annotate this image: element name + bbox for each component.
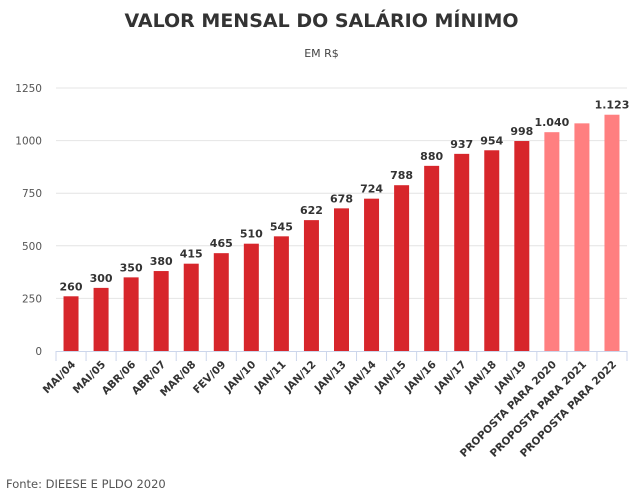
bar <box>364 198 380 351</box>
data-label: 350 <box>120 261 143 274</box>
y-tick-label: 500 <box>22 241 42 253</box>
bar <box>93 287 109 351</box>
x-tick-label: JAN/15 <box>372 359 409 396</box>
data-label: 510 <box>240 228 263 241</box>
bar <box>334 208 349 351</box>
y-tick-label: 1000 <box>15 136 42 148</box>
x-tick-label: JAN/17 <box>432 359 469 396</box>
data-label: 937 <box>450 138 473 151</box>
chart-subtitle: EM R$ <box>304 47 339 60</box>
data-label: 415 <box>180 248 203 261</box>
bar <box>273 236 289 351</box>
data-label: 300 <box>90 272 113 285</box>
source-note: Fonte: DIEESE E PLDO 2020 <box>6 477 166 491</box>
data-label: 998 <box>510 125 533 138</box>
chart-title: VALOR MENSAL DO SALÁRIO MÍNIMO <box>124 10 519 32</box>
y-tick-label: 250 <box>22 293 42 305</box>
data-label: 1.040 <box>534 116 569 129</box>
x-tick-label: FEV/09 <box>191 359 228 396</box>
data-label: 380 <box>150 255 173 268</box>
x-tick-label: JAN/11 <box>252 359 289 396</box>
data-label: 465 <box>210 237 233 250</box>
data-label: 1.123 <box>595 99 630 112</box>
x-tick-label: JAN/14 <box>342 359 379 396</box>
bar <box>484 150 500 351</box>
bar <box>544 132 560 351</box>
bar <box>514 141 530 351</box>
bar <box>394 185 410 351</box>
bar <box>213 253 229 351</box>
bar <box>153 271 169 351</box>
data-label: 622 <box>300 204 323 217</box>
bar <box>183 263 199 351</box>
data-label: 788 <box>390 169 413 182</box>
x-tick-label: JAN/13 <box>312 359 349 396</box>
bar <box>604 114 620 352</box>
data-label: 880 <box>420 150 443 163</box>
x-tick-label: JAN/16 <box>402 359 439 396</box>
bar <box>454 153 470 351</box>
y-tick-label: 0 <box>35 346 42 358</box>
data-label: 954 <box>480 134 503 147</box>
y-tick-label: 1250 <box>15 83 42 95</box>
data-label: 545 <box>270 220 293 233</box>
bar <box>63 296 79 351</box>
bar <box>303 220 319 351</box>
x-tick-label: JAN/10 <box>221 359 258 396</box>
data-label: 678 <box>330 192 353 205</box>
data-label: 724 <box>360 183 383 196</box>
data-label: 260 <box>60 280 83 293</box>
y-tick-label: 750 <box>22 188 42 200</box>
bar <box>243 243 259 351</box>
bar <box>574 123 590 351</box>
x-tick-label: JAN/18 <box>462 359 499 396</box>
x-tick-label: JAN/12 <box>282 359 319 396</box>
bar <box>424 165 440 351</box>
bar <box>123 277 139 351</box>
